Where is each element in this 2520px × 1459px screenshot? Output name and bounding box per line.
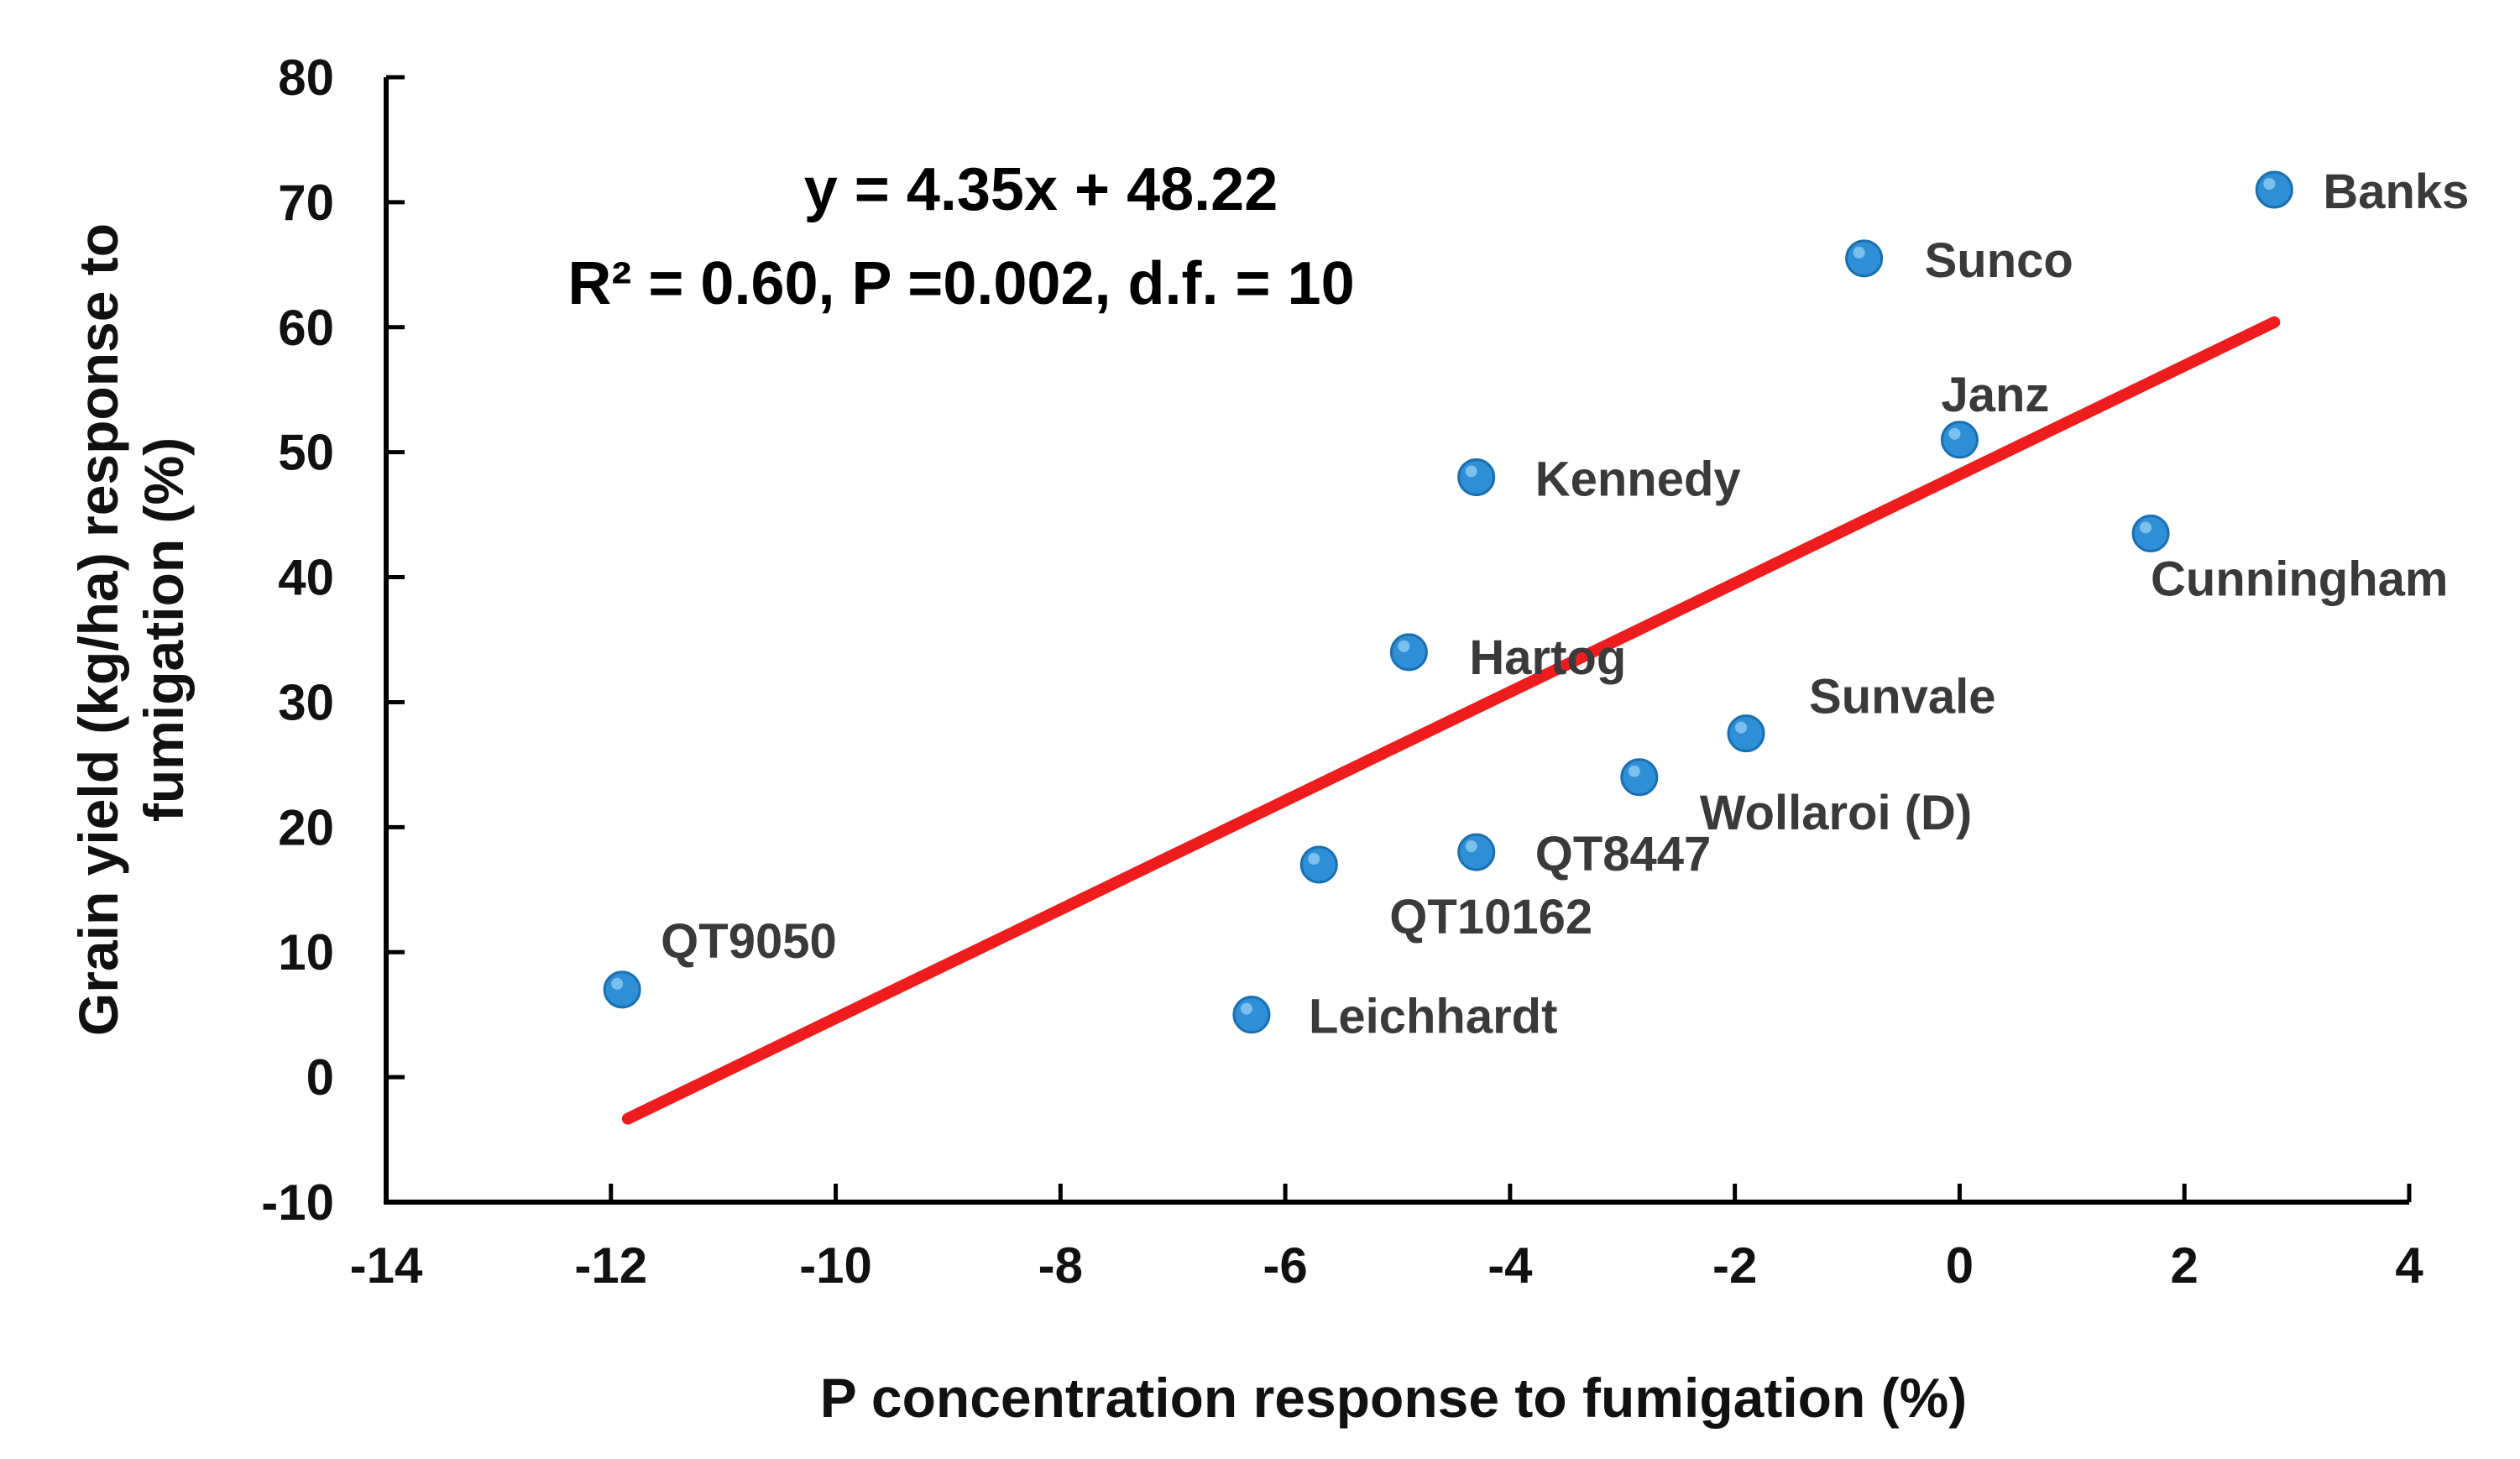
y-tick-label: 60 [278, 300, 334, 356]
point-label-qt8447: QT8447 [1535, 827, 1712, 881]
data-point-highlight [1240, 1002, 1252, 1015]
data-point-highlight [1308, 853, 1320, 865]
point-label-kennedy: Kennedy [1535, 452, 1741, 506]
data-point-banks [2255, 170, 2293, 209]
point-label-sunco: Sunco [1925, 233, 2073, 288]
data-point-highlight [1398, 640, 1410, 652]
y-axis-title-line-1: Grain yield (kg/ha) response to [67, 223, 129, 1036]
data-point-kennedy [1457, 458, 1496, 496]
data-point-sunco [1845, 239, 1884, 278]
x-tick-label: -6 [1263, 1237, 1307, 1294]
point-label-cunningham: Cunningham [2151, 552, 2448, 606]
point-label-leichhardt: Leichhardt [1309, 990, 1558, 1044]
y-tick-label: 30 [278, 674, 334, 730]
y-axis-title-line-2: fumigation (%) [133, 437, 195, 822]
data-points [603, 170, 2293, 1034]
y-tick-label: 10 [278, 924, 334, 981]
x-tick-label: -8 [1038, 1237, 1083, 1294]
point-label-hartog: Hartog [1469, 630, 1626, 685]
data-point-highlight [611, 977, 624, 990]
data-point-qt9050 [603, 970, 641, 1009]
x-tick-label: 4 [2395, 1237, 2423, 1294]
y-tick-label: 0 [306, 1049, 334, 1106]
point-labels: Banks Sunco Janz Kennedy Cunningham Hartog Sun… [661, 165, 2469, 1044]
data-point-hartog [1389, 633, 1428, 672]
x-tick-label: -10 [799, 1237, 872, 1294]
data-point-highlight [2263, 178, 2276, 190]
data-point-highlight [1948, 427, 1961, 440]
y-tick-label: 40 [278, 550, 334, 606]
data-point-highlight [1735, 721, 1748, 734]
point-label-qt9050: QT9050 [661, 914, 837, 969]
data-point-leichhardt [1232, 996, 1271, 1034]
data-point-cunningham [2131, 514, 2170, 552]
data-point-highlight [1465, 465, 1477, 478]
data-point-janz [1940, 421, 1979, 459]
data-point-qt10162 [1299, 845, 1338, 884]
x-tick-label: 2 [2171, 1237, 2198, 1294]
point-label-janz: Janz [1941, 368, 2049, 422]
data-point-highlight [2140, 521, 2152, 534]
point-label-wollaroi-d: Wollaroi (D) [1700, 786, 1972, 840]
trendline-group [621, 316, 2281, 1125]
x-tick-label: -12 [574, 1237, 647, 1294]
point-label-qt10162: QT10162 [1389, 890, 1592, 944]
point-label-sunvale: Sunvale [1809, 670, 1995, 724]
data-point-wollaroi-d [1620, 758, 1659, 797]
data-point-highlight [1853, 246, 1865, 259]
y-tick-label: -10 [261, 1174, 334, 1231]
data-point-sunvale [1727, 714, 1765, 753]
regression-equation: y = 4.35x + 48.22 [804, 156, 1278, 223]
x-tick-label: -2 [1712, 1237, 1757, 1294]
y-tick-label: 20 [278, 799, 334, 855]
regression-stats: R² = 0.60, P =0.002, d.f. = 10 [567, 250, 1354, 317]
data-point-qt8447 [1457, 833, 1496, 871]
axes [384, 75, 2412, 1205]
y-tick-label: 70 [278, 175, 334, 231]
data-point-highlight [1465, 840, 1477, 853]
data-point-highlight [1628, 765, 1640, 777]
x-tick-label: 0 [1946, 1237, 1974, 1294]
tick-labels: -14 -12 -10 -8 -6 -4 -2 0 2 4 80 70 60 50 40 30 20 10 0 -10 [261, 50, 2423, 1294]
trendline [621, 316, 2281, 1125]
point-label-banks: Banks [2323, 165, 2469, 219]
x-axis-title: P concentration response to fumigation (… [820, 1367, 1968, 1429]
y-tick-label: 80 [278, 50, 334, 106]
y-tick-label: 50 [278, 425, 334, 481]
x-tick-label: -4 [1487, 1237, 1533, 1294]
x-tick-label: -14 [350, 1237, 423, 1294]
